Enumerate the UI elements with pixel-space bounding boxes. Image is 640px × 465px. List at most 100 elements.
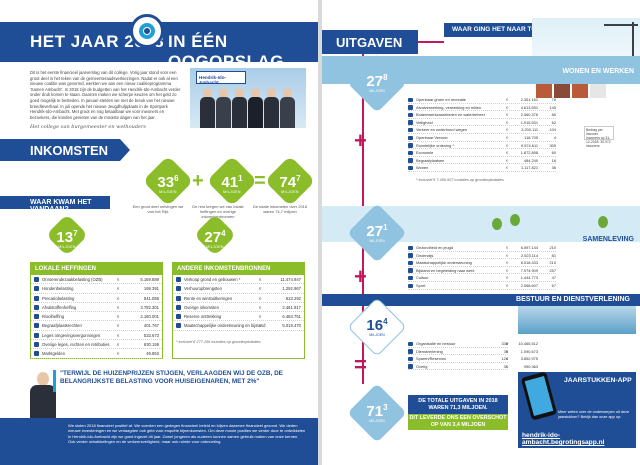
table-row: Marktgelden €49.853 (31, 349, 162, 359)
table-row: Hondenbelasting €169.391 (31, 284, 162, 294)
table-row: Openbaar groen en recreatie €2.351.161 76 (408, 96, 556, 104)
table-row: Sparen/Reserves €3.852.975 124 (408, 355, 538, 363)
note-rijk: Een groot deel ontvingen we van het Rijk (132, 204, 184, 214)
category-icon (34, 304, 39, 310)
table-row: Reserve onttrekking €6.484.751 (173, 312, 304, 322)
row-currency: € (117, 304, 120, 310)
row-label: Dienstverlening (416, 348, 443, 354)
app-title: JAARSTUKKEN-APP (564, 377, 632, 384)
theme3-total-value: 164 MILJOEN (366, 317, 388, 337)
section-uitgaven: UITGAVEN (322, 30, 418, 54)
row-per-inwoner: 338 (501, 341, 509, 346)
table-row: Veiligheid €1.915.531 62 (408, 119, 556, 127)
plus-sign: + (192, 170, 204, 192)
total-line-1: DE TOTALE UITGAVEN IN 2018 WAREN 71,3 MI… (418, 398, 498, 411)
waar-ging-tab: WAAR GING HET NAAR TOE? (444, 23, 551, 37)
table-row: Overige leges, rechten en retributies €63… (31, 340, 162, 350)
category-icon (176, 323, 181, 329)
row-amount: 6.484.751 (282, 314, 301, 320)
row-currency: € (259, 314, 262, 320)
row-per-inwoner: 47 (551, 275, 556, 281)
andere-inkomsten-panel: ANDERE INKOMSTENBRONNEN Verkoop grond en… (172, 262, 305, 359)
row-currency: € (259, 304, 262, 310)
table-row: Onderwijs €2.523.114 81 (408, 252, 556, 260)
category-icon (408, 275, 413, 281)
category-icon (408, 245, 413, 251)
row-currency: € (506, 112, 509, 118)
row-label: Overige leges, rechten en retributies (42, 342, 110, 348)
category-icon (176, 286, 181, 292)
table-row: Organisatie en bestuur €10.465.512 338 (408, 340, 538, 348)
table-row: Maatschappelijke ondersteuning €6.518.433… (408, 259, 556, 267)
theme3-band (322, 294, 640, 306)
table-row: Economie €1.872.858 60 (408, 149, 556, 157)
row-amount: 5.169.889 (140, 277, 159, 282)
row-amount: 2.460.376 (520, 112, 538, 118)
lokale-value: 137 MILJOEN (56, 229, 78, 249)
row-amount: 1.117.821 (520, 165, 538, 171)
equals-sign: = (254, 170, 266, 192)
category-icon (34, 314, 39, 320)
row-label: Marktgelden (42, 351, 66, 357)
ozb-quote: "TERWIJL DE HUIZENPRIJZEN STIJGEN, VERLA… (53, 370, 292, 393)
row-currency: € (117, 277, 120, 282)
row-per-inwoner: 309 (549, 142, 557, 148)
row-amount: 1.915.531 (520, 119, 538, 125)
category-icon (408, 356, 413, 362)
row-currency: € (506, 157, 509, 163)
table-row: Verkoop grond en gebouwen * €11.474.947 (173, 275, 304, 285)
left-page: HET JAAR 2018 IN ÉÉN OOGOPSLAG Dit is he… (0, 0, 318, 465)
title-right: IN ÉÉN OOGOPSLAG (168, 32, 284, 71)
row-amount: 5.019.470 (282, 323, 301, 329)
category-icon (34, 342, 39, 348)
row-per-inwoner: 67 (551, 282, 556, 288)
note-total: De totale inkomsten over 2018 waren 74,7… (252, 204, 308, 214)
table-row: Overige inkomsten €2.461.917 (173, 303, 304, 313)
outro-bar (0, 418, 318, 465)
row-amount: 10.465.512 (518, 341, 538, 346)
row-amount: 6.597.144 (520, 245, 538, 250)
row-label: Verkeer en onderhoud wegen (416, 127, 468, 133)
row-currency: € (506, 165, 509, 171)
row-per-inwoner: 4 (553, 134, 556, 140)
row-per-inwoner: 145 (549, 104, 557, 110)
row-currency: € (506, 104, 509, 110)
council-photo: Hendrik-Ido-Ambacht (190, 68, 306, 128)
table-row: Maatschappelijke ondersteuning en bijsta… (173, 321, 304, 331)
row-currency: € (506, 356, 509, 362)
table-row: Afvalverwerking, verwerking en milieu €4.… (408, 104, 556, 112)
category-icon (408, 253, 413, 258)
row-label: Rente en winstuitkeringen (184, 295, 233, 301)
total-summary: DE TOTALE UITGAVEN IN 2018 WAREN 71,3 MI… (408, 395, 508, 430)
table-row: Verhuuropbrengsten €1.292.967 (173, 284, 304, 294)
category-icon (408, 150, 413, 156)
row-per-inwoner: 104 (549, 127, 557, 133)
category-icon (34, 351, 39, 357)
table-row: Onroerendezaakbelasting (OZB) €5.169.889 (31, 275, 162, 285)
row-label: Begraafplaatsrechten (42, 323, 82, 329)
row-currency: € (506, 134, 509, 140)
row-currency: € (506, 275, 509, 281)
row-label: Precariobelasting (42, 295, 75, 301)
row-label: Afvalstoffenheffing (42, 304, 77, 310)
row-currency: € (506, 245, 509, 250)
app-text: Meer weten over de onderwerpen uit deze … (558, 410, 630, 419)
app-link[interactable]: hendrik-ido-ambacht.begrotingsapp.nl (522, 432, 605, 446)
row-label: Hondenbelasting (42, 286, 74, 292)
table-row: Cultuur €1.444.773 47 (408, 274, 556, 282)
row-label: Onroerendezaakbelasting (OZB) (42, 277, 103, 282)
row-amount: 1.444.773 (520, 275, 538, 281)
category-icon (408, 283, 413, 289)
row-label: Cultuur (416, 275, 429, 281)
category-icon (176, 277, 181, 282)
row-label: Veiligheid (416, 119, 433, 125)
row-label: Bodemwerkzaamheden en waterbeheer (416, 112, 485, 118)
table-row: Gezondheid en jeugd €6.597.144 210 (408, 244, 556, 252)
row-label: Leges omgevingsvergunningen (42, 332, 101, 338)
lokale-heffingen-title: LOKALE HEFFINGEN (31, 263, 162, 275)
row-amount: 9.574.611 (520, 142, 538, 148)
income-eigen-value: 411 MILJOEN (221, 174, 243, 194)
row-label: Overig (416, 363, 428, 369)
table-row: Begraafplaatsen €484.240 16 (408, 157, 556, 165)
